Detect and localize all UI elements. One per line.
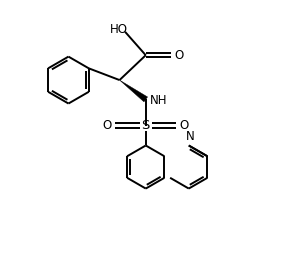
- Text: O: O: [174, 49, 183, 62]
- Text: O: O: [179, 119, 189, 132]
- Text: O: O: [103, 119, 112, 132]
- Polygon shape: [120, 80, 148, 102]
- Text: S: S: [142, 119, 150, 132]
- Text: NH: NH: [150, 94, 167, 107]
- Text: HO: HO: [110, 23, 128, 36]
- Text: N: N: [186, 130, 194, 143]
